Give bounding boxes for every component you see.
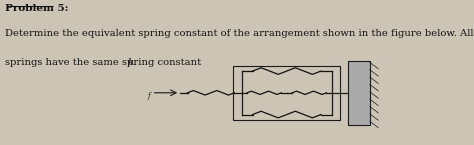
Text: Determine the equivalent spring constant of the arrangement shown in the figure : Determine the equivalent spring constant… xyxy=(5,29,474,38)
Text: k: k xyxy=(128,58,134,67)
Text: f: f xyxy=(147,92,150,100)
Bar xyxy=(233,66,340,120)
Text: .: . xyxy=(132,58,136,67)
Text: Problem 5:: Problem 5: xyxy=(5,4,68,13)
Bar xyxy=(348,61,370,125)
Text: springs have the same spring constant: springs have the same spring constant xyxy=(5,58,204,67)
